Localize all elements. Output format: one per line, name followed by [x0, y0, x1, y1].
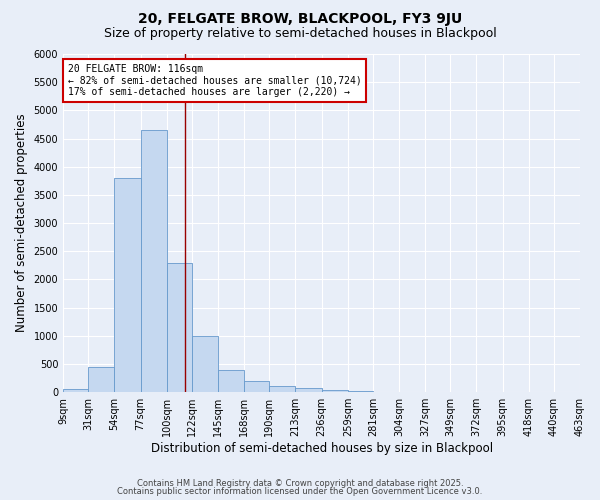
Text: 20, FELGATE BROW, BLACKPOOL, FY3 9JU: 20, FELGATE BROW, BLACKPOOL, FY3 9JU	[138, 12, 462, 26]
Bar	[295, 388, 322, 392]
Bar	[63, 390, 88, 392]
Bar	[269, 386, 295, 392]
Bar	[244, 381, 269, 392]
Bar	[322, 390, 348, 392]
Bar	[115, 178, 140, 392]
Bar	[167, 262, 192, 392]
Text: Contains HM Land Registry data © Crown copyright and database right 2025.: Contains HM Land Registry data © Crown c…	[137, 478, 463, 488]
Bar	[140, 130, 167, 392]
Text: 20 FELGATE BROW: 116sqm
← 82% of semi-detached houses are smaller (10,724)
17% o: 20 FELGATE BROW: 116sqm ← 82% of semi-de…	[68, 64, 361, 98]
Bar	[218, 370, 244, 392]
Y-axis label: Number of semi-detached properties: Number of semi-detached properties	[15, 114, 28, 332]
Text: Contains public sector information licensed under the Open Government Licence v3: Contains public sector information licen…	[118, 487, 482, 496]
Bar	[88, 367, 115, 392]
Text: Size of property relative to semi-detached houses in Blackpool: Size of property relative to semi-detach…	[104, 28, 496, 40]
X-axis label: Distribution of semi-detached houses by size in Blackpool: Distribution of semi-detached houses by …	[151, 442, 493, 455]
Bar	[192, 336, 218, 392]
